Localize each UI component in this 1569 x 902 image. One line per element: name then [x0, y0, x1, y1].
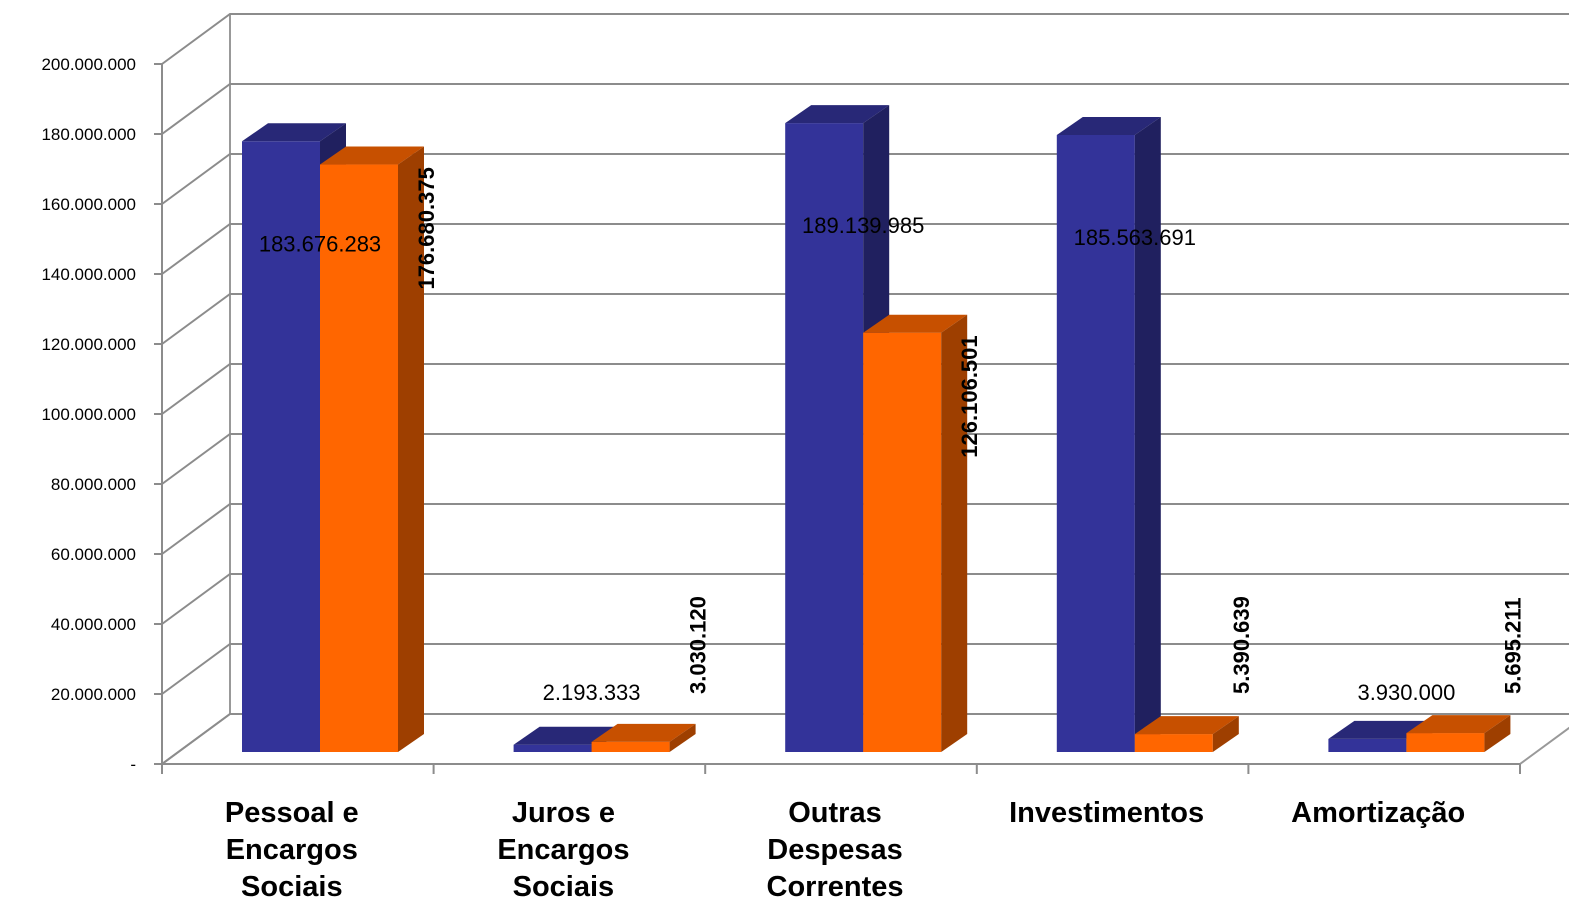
bar-s1-1 — [591, 723, 696, 752]
bar-top — [785, 105, 890, 124]
bar-side — [1484, 715, 1511, 752]
y-tick-label-10: 200.000.000 — [41, 55, 136, 74]
data-label-s1-1: 3.030.120 — [686, 596, 711, 694]
data-label-s1-0: 176.680.375 — [414, 167, 439, 289]
bar-top — [591, 723, 696, 742]
y-tick-label-8: 160.000.000 — [41, 195, 136, 214]
data-label-s0-0: 183.676.283 — [259, 231, 381, 256]
bar-top — [320, 146, 424, 165]
category-label-line: Despesas — [767, 834, 902, 866]
data-label-s1-2: 126.106.501 — [957, 335, 982, 457]
bar-s1-3 — [1134, 716, 1239, 752]
data-label-s1-4: 5.695.211 — [1500, 597, 1525, 694]
y-tick-label-5: 100.000.000 — [41, 405, 136, 424]
bars — [242, 105, 1511, 753]
bar-front — [320, 164, 398, 753]
category-label-line: Pessoal e — [225, 797, 359, 829]
data-label-s1-3: 5.390.639 — [1229, 596, 1254, 694]
bar-top — [242, 123, 346, 142]
category-label-line: Outras — [788, 797, 881, 829]
data-labels: 183.676.283 2.193.333 189.139.985 185.563.6… — [259, 167, 1526, 705]
bar-front — [513, 744, 592, 752]
category-label-line: Investimentos — [1009, 797, 1204, 829]
bar-top — [1134, 716, 1239, 735]
bar-front — [1328, 738, 1407, 752]
data-label-s0-4: 3.930.000 — [1357, 680, 1455, 705]
bar-front — [1406, 733, 1485, 752]
data-label-s0-3: 185.563.691 — [1074, 225, 1196, 250]
y-tick-label-6: 120.000.000 — [41, 335, 136, 354]
y-tick-label-3: 60.000.000 — [51, 545, 136, 564]
gridline-9 — [161, 83, 1569, 135]
category-label-line: Sociais — [241, 871, 343, 902]
data-label-s0-2: 189.139.985 — [802, 213, 924, 238]
y-tick-label-0: - — [130, 755, 136, 774]
bar-top — [513, 726, 618, 745]
bar-top — [1406, 715, 1511, 734]
y-tick-label-1: 20.000.000 — [51, 685, 136, 704]
y-tick-label-7: 140.000.000 — [41, 265, 136, 284]
category-label-line: Correntes — [767, 871, 904, 902]
bar-front — [1134, 734, 1213, 752]
category-label-4: Amortização — [1291, 797, 1465, 829]
bar-side — [1134, 117, 1161, 752]
bar-s0-3 — [1056, 117, 1161, 752]
bar-front — [1056, 135, 1135, 752]
gridline-10 — [161, 13, 1569, 65]
data-label-s0-1: 2.193.333 — [543, 680, 641, 705]
bar-top — [1056, 117, 1161, 136]
category-label-line: Encargos — [497, 834, 629, 866]
bar-top — [863, 314, 968, 333]
bar-s1-0 — [320, 146, 424, 753]
y-tick-label-9: 180.000.000 — [41, 125, 136, 144]
category-label-line: Juros e — [512, 797, 615, 829]
bar-front — [785, 123, 864, 752]
category-label-line: Sociais — [513, 871, 615, 902]
category-label-1: Juros e Encargos Sociais — [497, 797, 629, 902]
bar-front — [242, 141, 320, 752]
category-label-line: Encargos — [226, 834, 358, 866]
category-label-3: Investimentos — [1009, 797, 1204, 829]
x-axis: Pessoal e Encargos Sociais Juros e Encargos S… — [161, 763, 1521, 902]
y-tick-label-2: 40.000.000 — [51, 615, 136, 634]
bar-side — [941, 314, 968, 752]
category-label-0: Pessoal e Encargos Sociais — [225, 797, 359, 902]
bar-side — [669, 723, 696, 752]
bar-side — [398, 146, 424, 753]
gridlines — [161, 13, 1569, 765]
bar-s1-4 — [1406, 715, 1511, 752]
category-label-line: Amortização — [1291, 797, 1465, 829]
bar-s1-2 — [863, 314, 968, 752]
bar-front — [863, 332, 942, 752]
bar-side — [1212, 716, 1239, 752]
bar-front — [591, 741, 670, 752]
y-axis: - 20.000.000 40.000.000 60.000.000 80.000.00… — [41, 55, 163, 774]
category-label-2: Outras Despesas Correntes — [767, 797, 904, 902]
y-tick-label-4: 80.000.000 — [51, 475, 136, 494]
